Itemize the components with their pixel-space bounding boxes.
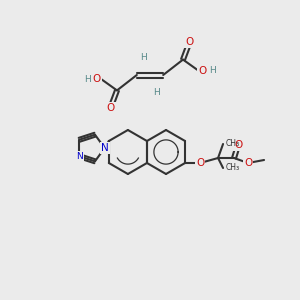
Text: H: H — [140, 53, 147, 62]
Text: N: N — [76, 152, 83, 161]
Text: O: O — [198, 66, 206, 76]
Text: H: H — [209, 66, 216, 75]
Text: O: O — [196, 158, 204, 168]
Text: O: O — [185, 37, 194, 47]
Text: CH₃: CH₃ — [226, 164, 240, 172]
Text: H: H — [84, 75, 91, 84]
Text: O: O — [244, 158, 252, 168]
Text: O: O — [234, 140, 242, 150]
Text: N: N — [101, 143, 109, 153]
Text: O: O — [92, 74, 101, 84]
Text: O: O — [106, 103, 115, 113]
Text: H: H — [153, 88, 160, 97]
Text: CH₃: CH₃ — [226, 139, 240, 148]
